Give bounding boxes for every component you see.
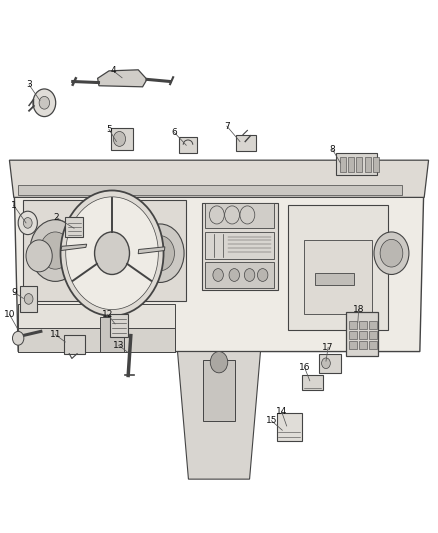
Circle shape	[244, 269, 255, 281]
Text: 8: 8	[330, 145, 336, 154]
Bar	[288, 205, 389, 330]
Polygon shape	[177, 352, 261, 479]
Text: 2: 2	[54, 213, 60, 222]
Text: 11: 11	[49, 330, 61, 339]
Polygon shape	[98, 70, 147, 87]
Bar	[359, 321, 367, 329]
Circle shape	[374, 232, 409, 274]
Bar	[205, 232, 274, 259]
Text: 12: 12	[102, 310, 113, 319]
Bar	[205, 203, 274, 228]
Circle shape	[146, 236, 174, 271]
Bar	[319, 354, 341, 373]
Bar	[22, 200, 186, 301]
Bar	[349, 321, 357, 329]
Bar	[348, 157, 354, 172]
Bar	[365, 157, 371, 172]
Circle shape	[30, 220, 81, 281]
Text: 17: 17	[322, 343, 334, 352]
Bar	[205, 262, 274, 288]
Polygon shape	[10, 160, 428, 197]
Bar	[277, 413, 302, 441]
Bar	[302, 375, 323, 390]
Bar	[356, 157, 362, 172]
Circle shape	[210, 352, 228, 373]
Text: 7: 7	[224, 122, 230, 131]
Circle shape	[321, 358, 330, 368]
Circle shape	[258, 269, 268, 281]
Text: 16: 16	[299, 363, 311, 372]
Polygon shape	[138, 247, 165, 254]
Bar	[111, 128, 134, 150]
Bar	[64, 335, 85, 354]
Text: 3: 3	[26, 80, 32, 89]
Polygon shape	[18, 328, 175, 352]
Bar	[349, 332, 357, 340]
Circle shape	[23, 217, 32, 228]
Bar	[359, 342, 367, 350]
Bar	[369, 321, 377, 329]
Bar	[369, 332, 377, 340]
Circle shape	[40, 232, 71, 269]
Bar	[373, 157, 379, 172]
Text: 15: 15	[265, 416, 277, 425]
Text: 5: 5	[106, 125, 112, 134]
Circle shape	[26, 240, 52, 272]
Circle shape	[24, 294, 33, 304]
Text: 1: 1	[11, 201, 17, 210]
Bar	[100, 317, 124, 352]
Bar	[304, 240, 372, 314]
Bar	[349, 342, 357, 350]
Bar	[346, 312, 378, 356]
Circle shape	[113, 132, 126, 147]
Text: 14: 14	[276, 407, 287, 416]
Bar	[201, 203, 278, 290]
Bar	[236, 135, 256, 151]
Text: 4: 4	[110, 67, 116, 75]
Circle shape	[380, 239, 403, 267]
Circle shape	[33, 89, 56, 117]
Circle shape	[60, 190, 163, 316]
Circle shape	[39, 96, 49, 109]
Circle shape	[136, 224, 184, 282]
Text: 9: 9	[11, 287, 17, 296]
Polygon shape	[14, 171, 424, 352]
Bar	[203, 360, 235, 421]
Circle shape	[95, 232, 130, 274]
Circle shape	[18, 211, 37, 235]
Bar	[18, 185, 403, 195]
Circle shape	[213, 269, 223, 281]
Text: 10: 10	[4, 310, 15, 319]
Bar	[339, 157, 346, 172]
Bar	[179, 137, 197, 153]
Text: 18: 18	[353, 304, 364, 313]
Bar	[359, 332, 367, 340]
Polygon shape	[61, 244, 87, 251]
Text: 13: 13	[113, 341, 124, 350]
Bar	[65, 216, 83, 237]
Bar	[336, 153, 378, 175]
Circle shape	[229, 269, 240, 281]
Text: 6: 6	[172, 128, 177, 137]
Bar	[369, 342, 377, 350]
Bar	[315, 273, 354, 285]
Circle shape	[66, 197, 158, 310]
Bar	[110, 314, 128, 337]
Circle shape	[12, 332, 24, 345]
Bar	[20, 286, 37, 312]
Polygon shape	[18, 304, 175, 352]
